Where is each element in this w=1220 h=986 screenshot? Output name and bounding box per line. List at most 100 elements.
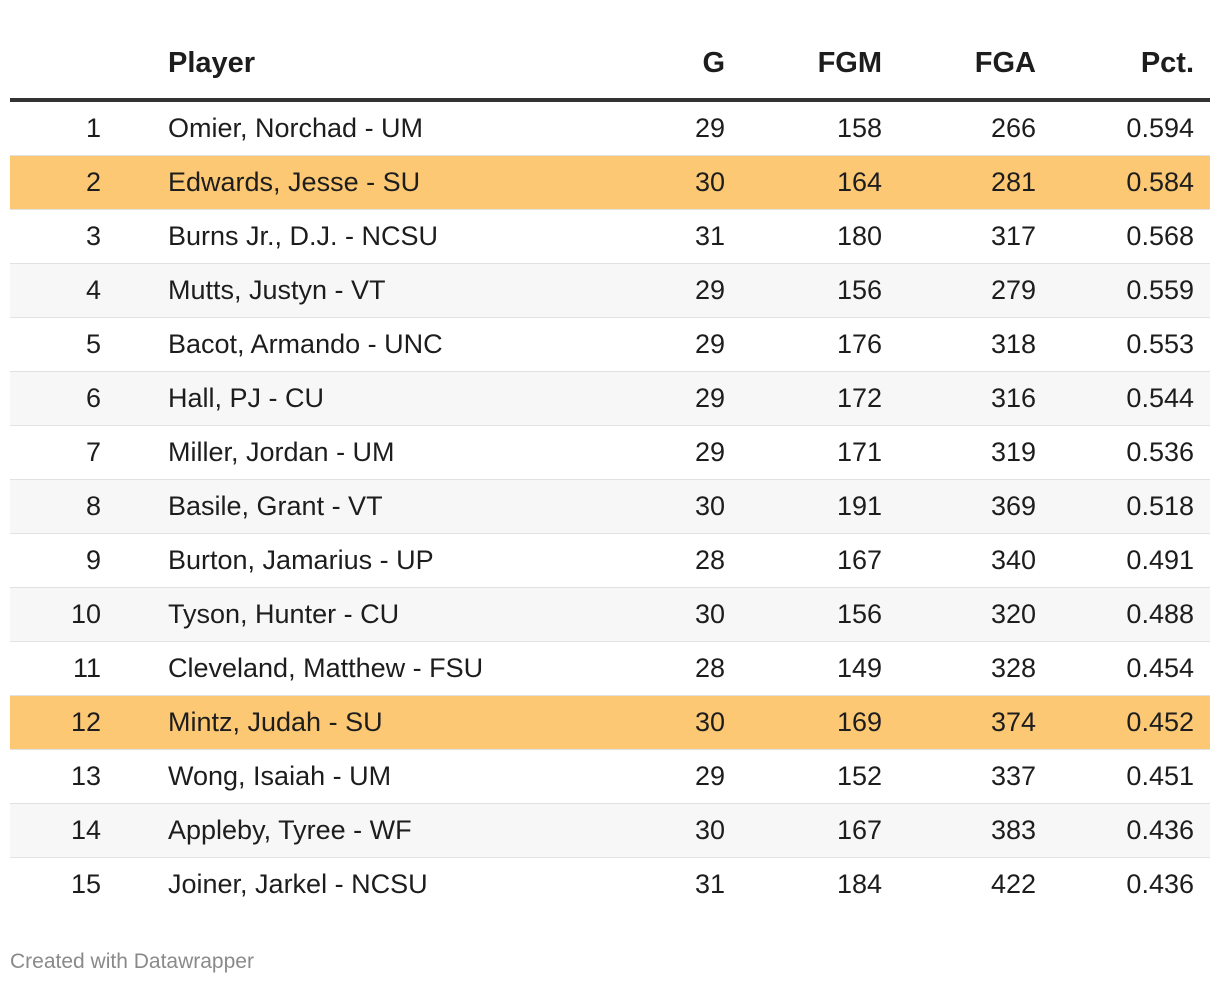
table-row: 14 Appleby, Tyree - WF 30 167 383 0.436 [10, 803, 1210, 858]
field-goal-percentage-table: Player G FGM FGA Pct. 1 Omier, Norchad - … [10, 28, 1210, 911]
cell-games: 30 [590, 479, 725, 534]
cell-pct: 0.452 [1036, 695, 1210, 750]
table-row: 10 Tyson, Hunter - CU 30 156 320 0.488 [10, 587, 1210, 642]
cell-fgm: 191 [725, 479, 882, 534]
cell-fgm: 167 [725, 803, 882, 858]
datawrapper-credit[interactable]: Created with Datawrapper [10, 950, 254, 973]
cell-games: 31 [694, 869, 725, 899]
cell-player: Wong, Isaiah - UM [115, 749, 590, 804]
cell-fga: 337 [882, 749, 1036, 804]
cell-games: 29 [590, 263, 725, 318]
header-row: Player G FGM FGA Pct. [10, 28, 1210, 102]
cell-fga: 318 [882, 317, 1036, 372]
cell-fga: 369 [882, 479, 1036, 534]
cell-games: 30 [590, 587, 725, 642]
cell-pct: 0.559 [1036, 263, 1210, 318]
cell-fgm: 172 [725, 371, 882, 426]
cell-pct: 0.553 [1036, 317, 1210, 372]
cell-player: Tyson, Hunter - CU [115, 587, 590, 642]
header-fga[interactable]: FGA [882, 28, 1036, 102]
cell-player: Edwards, Jesse - SU [115, 155, 590, 210]
cell-player: Burns Jr., D.J. - NCSU [115, 209, 590, 264]
table-row: 4 Mutts, Justyn - VT 29 156 279 0.559 [10, 263, 1210, 318]
cell-rank: 5 [10, 317, 115, 372]
table-row: 5 Bacot, Armando - UNC 29 176 318 0.553 [10, 317, 1210, 372]
cell-fga: 422 [990, 869, 1036, 899]
cell-fga: 266 [882, 100, 1036, 156]
cell-rank: 11 [10, 641, 115, 696]
stats-table-container: Player G FGM FGA Pct. 1 Omier, Norchad - … [10, 28, 1210, 911]
cell-pct: 0.536 [1036, 425, 1210, 480]
cell-fgm: 149 [725, 641, 882, 696]
cell-games: 28 [590, 533, 725, 588]
cell-pct: 0.584 [1036, 155, 1210, 210]
cell-player: Cleveland, Matthew - FSU [115, 641, 590, 696]
cell-fgm: 152 [725, 749, 882, 804]
cell-pct: 0.436 [1126, 869, 1194, 899]
header-fgm[interactable]: FGM [725, 28, 882, 102]
cell-rank: 10 [10, 587, 115, 642]
cell-player: Bacot, Armando - UNC [115, 317, 590, 372]
cell-fga: 316 [882, 371, 1036, 426]
table-row: 13 Wong, Isaiah - UM 29 152 337 0.451 [10, 749, 1210, 804]
cell-pct: 0.518 [1036, 479, 1210, 534]
table-row: 8 Basile, Grant - VT 30 191 369 0.518 [10, 479, 1210, 534]
table-row: 3 Burns Jr., D.J. - NCSU 31 180 317 0.568 [10, 209, 1210, 264]
table-row: 9 Burton, Jamarius - UP 28 167 340 0.491 [10, 533, 1210, 588]
cell-player: Miller, Jordan - UM [115, 425, 590, 480]
cell-games: 30 [590, 695, 725, 750]
cell-fgm: 180 [725, 209, 882, 264]
cell-games: 29 [590, 371, 725, 426]
cell-rank: 12 [10, 695, 115, 750]
cell-fga: 383 [882, 803, 1036, 858]
cell-rank: 6 [10, 371, 115, 426]
cell-rank: 9 [10, 533, 115, 588]
cell-pct: 0.568 [1036, 209, 1210, 264]
cell-pct: 0.594 [1036, 100, 1210, 156]
cell-fga: 328 [882, 641, 1036, 696]
cell-fga: 340 [882, 533, 1036, 588]
table-row: 2 Edwards, Jesse - SU 30 164 281 0.584 [10, 155, 1210, 210]
cell-rank: 4 [10, 263, 115, 318]
table-row: 12 Mintz, Judah - SU 30 169 374 0.452 [10, 695, 1210, 750]
cell-fgm: 171 [725, 425, 882, 480]
header-rank[interactable] [10, 28, 115, 102]
cell-pct: 0.436 [1036, 803, 1210, 858]
header-g[interactable]: G [590, 28, 725, 102]
cell-games: 29 [590, 749, 725, 804]
cell-fga: 281 [882, 155, 1036, 210]
table-body: 1 Omier, Norchad - UM 29 158 266 0.594 2 Edward… [10, 100, 1210, 911]
table-header: Player G FGM FGA Pct. [10, 28, 1210, 102]
cell-fga: 319 [882, 425, 1036, 480]
cell-player: Basile, Grant - VT [115, 479, 590, 534]
cell-fgm: 164 [725, 155, 882, 210]
cell-rank: 2 [10, 155, 115, 210]
cell-games: 30 [590, 803, 725, 858]
cell-rank: 8 [10, 479, 115, 534]
cell-fgm: 156 [725, 587, 882, 642]
cell-fga: 374 [882, 695, 1036, 750]
table-row: 7 Miller, Jordan - UM 29 171 319 0.536 [10, 425, 1210, 480]
cell-player: Mutts, Justyn - VT [115, 263, 590, 318]
cell-fgm: 176 [725, 317, 882, 372]
cell-games: 28 [590, 641, 725, 696]
cell-fgm: 169 [725, 695, 882, 750]
cell-games: 29 [590, 425, 725, 480]
cell-player: Appleby, Tyree - WF [115, 803, 590, 858]
header-pct[interactable]: Pct. [1036, 28, 1210, 102]
cell-rank: 7 [10, 425, 115, 480]
cell-player: Burton, Jamarius - UP [115, 533, 590, 588]
cell-fgm: 184 [836, 869, 882, 899]
cell-rank: 14 [10, 803, 115, 858]
table-row: 15 Joiner, Jarkel - NCSU 31 184 422 0.436 [10, 858, 1210, 912]
cell-player: Mintz, Judah - SU [115, 695, 590, 750]
cell-rank: 13 [10, 749, 115, 804]
cell-fgm: 156 [725, 263, 882, 318]
cell-player: Joiner, Jarkel - NCSU [168, 869, 428, 899]
header-player[interactable]: Player [115, 28, 590, 102]
cell-games: 31 [590, 209, 725, 264]
table-row: 11 Cleveland, Matthew - FSU 28 149 328 0.454 [10, 641, 1210, 696]
cell-rank: 1 [10, 100, 115, 156]
cell-fga: 320 [882, 587, 1036, 642]
cell-pct: 0.491 [1036, 533, 1210, 588]
